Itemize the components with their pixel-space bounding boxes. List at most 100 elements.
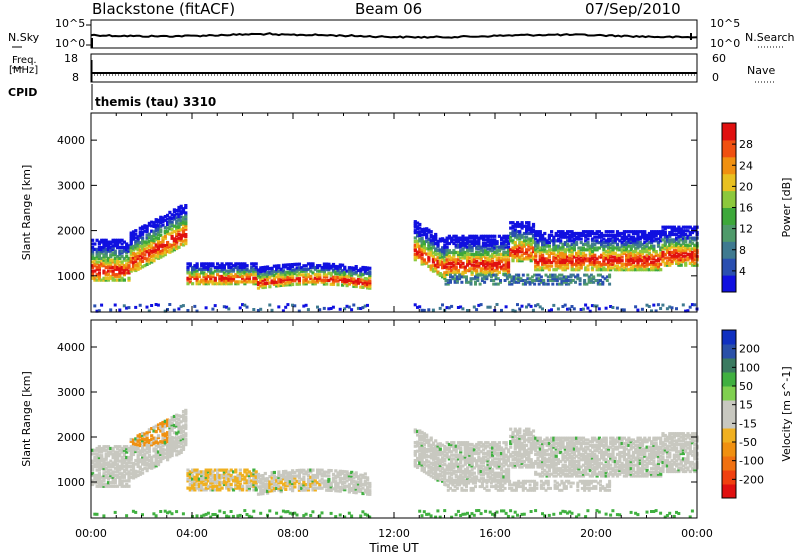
scatter-cell	[236, 475, 240, 479]
scatter-cell	[441, 262, 445, 266]
scatter-cell	[156, 218, 161, 222]
scatter-cell	[284, 469, 288, 473]
scatter-cell	[486, 260, 490, 264]
scatter-cell	[206, 265, 211, 270]
scatter-cell	[569, 273, 573, 277]
scatter-cell	[486, 270, 490, 274]
scatter-cell	[247, 273, 251, 277]
scatter-cell	[222, 468, 226, 472]
scatter-cell	[102, 258, 106, 262]
scatter-cell	[204, 488, 208, 492]
scatter-cell	[334, 489, 338, 493]
scatter-cell	[252, 470, 256, 474]
scatter-cell	[297, 479, 301, 483]
ground-scatter-cell	[661, 303, 665, 307]
scatter-cell	[286, 473, 290, 477]
scatter-cell	[125, 265, 129, 270]
scatter-cell	[613, 257, 617, 261]
scatter-cell	[338, 471, 342, 475]
scatter-cell	[329, 483, 333, 487]
scatter-cell	[431, 242, 436, 246]
scatter-cell	[161, 422, 165, 426]
scatter-cell	[95, 278, 99, 282]
scatter-cell	[184, 240, 188, 244]
ground-scatter-cell	[570, 305, 574, 308]
scatter-cell	[431, 468, 436, 472]
scatter-cell	[129, 256, 133, 261]
scatter-cell	[549, 275, 552, 279]
scatter-cell	[102, 249, 106, 253]
scatter-cell	[531, 230, 536, 234]
scatter-cell	[166, 445, 170, 449]
scatter-cell	[102, 479, 106, 483]
scatter-cell	[477, 241, 481, 246]
scatter-cell	[561, 235, 565, 239]
scatter-cell	[500, 258, 504, 262]
scatter-cell	[652, 262, 656, 266]
scatter-cell	[618, 268, 622, 272]
scatter-cell	[175, 234, 179, 238]
scatter-cell	[134, 265, 138, 269]
scatter-cell	[127, 276, 131, 280]
scatter-cell	[350, 487, 354, 491]
scatter-cell	[559, 241, 563, 245]
scatter-cell	[145, 447, 149, 451]
scatter-cell	[425, 247, 429, 251]
scatter-cell	[181, 243, 186, 247]
scatter-cell	[286, 484, 290, 488]
scatter-cell	[179, 414, 183, 418]
scatter-cell	[291, 275, 295, 279]
scatter-cell	[361, 486, 365, 490]
scatter-cell	[120, 473, 124, 478]
scatter-cell	[431, 461, 436, 465]
scatter-cell	[472, 236, 476, 240]
scatter-cell	[604, 239, 608, 243]
scatter-cell	[436, 245, 440, 249]
scatter-cell	[675, 227, 679, 231]
scatter-cell	[356, 476, 361, 481]
scatter-cell	[129, 251, 133, 255]
scatter-cell	[563, 259, 567, 263]
scatter-cell	[483, 275, 487, 279]
scatter-cell	[497, 234, 501, 238]
scatter-cell	[131, 445, 136, 449]
scatter-cell	[684, 263, 688, 267]
scatter-cell	[603, 277, 607, 281]
scatter-cell	[302, 477, 306, 481]
scatter-cell	[259, 266, 263, 270]
scatter-cell	[145, 224, 149, 228]
scatter-cell	[484, 256, 488, 260]
scatter-cell	[263, 269, 267, 273]
scatter-cell	[206, 269, 211, 273]
scatter-cell	[545, 251, 549, 255]
scatter-cell	[615, 233, 620, 237]
scatter-cell	[568, 257, 572, 261]
scatter-cell	[484, 252, 488, 256]
freq-tick-bottom: 8	[72, 71, 79, 84]
scatter-cell	[111, 269, 115, 273]
scatter-cell	[179, 429, 183, 433]
scatter-cell	[521, 279, 525, 282]
scatter-cell	[316, 265, 320, 270]
scatter-cell	[502, 254, 506, 258]
scatter-cell	[493, 250, 497, 255]
scatter-cell	[97, 255, 101, 259]
scatter-cell	[102, 242, 106, 246]
scatter-cell	[134, 252, 138, 256]
scatter-cell	[650, 239, 654, 243]
scatter-cell	[441, 251, 445, 255]
scatter-cell	[566, 235, 570, 239]
scatter-cell	[113, 452, 117, 456]
scatter-cell	[413, 460, 417, 464]
scatter-cell	[131, 230, 136, 234]
scatter-cell	[516, 230, 520, 234]
scatter-cell	[451, 277, 455, 281]
scatter-cell	[460, 280, 464, 284]
scatter-cell	[91, 238, 95, 242]
scatter-cell	[254, 276, 258, 280]
scatter-cell	[445, 254, 449, 258]
scatter-cell	[636, 241, 640, 245]
scatter-cell	[475, 254, 479, 258]
scatter-cell	[156, 251, 161, 255]
scatter-cell	[159, 224, 163, 228]
